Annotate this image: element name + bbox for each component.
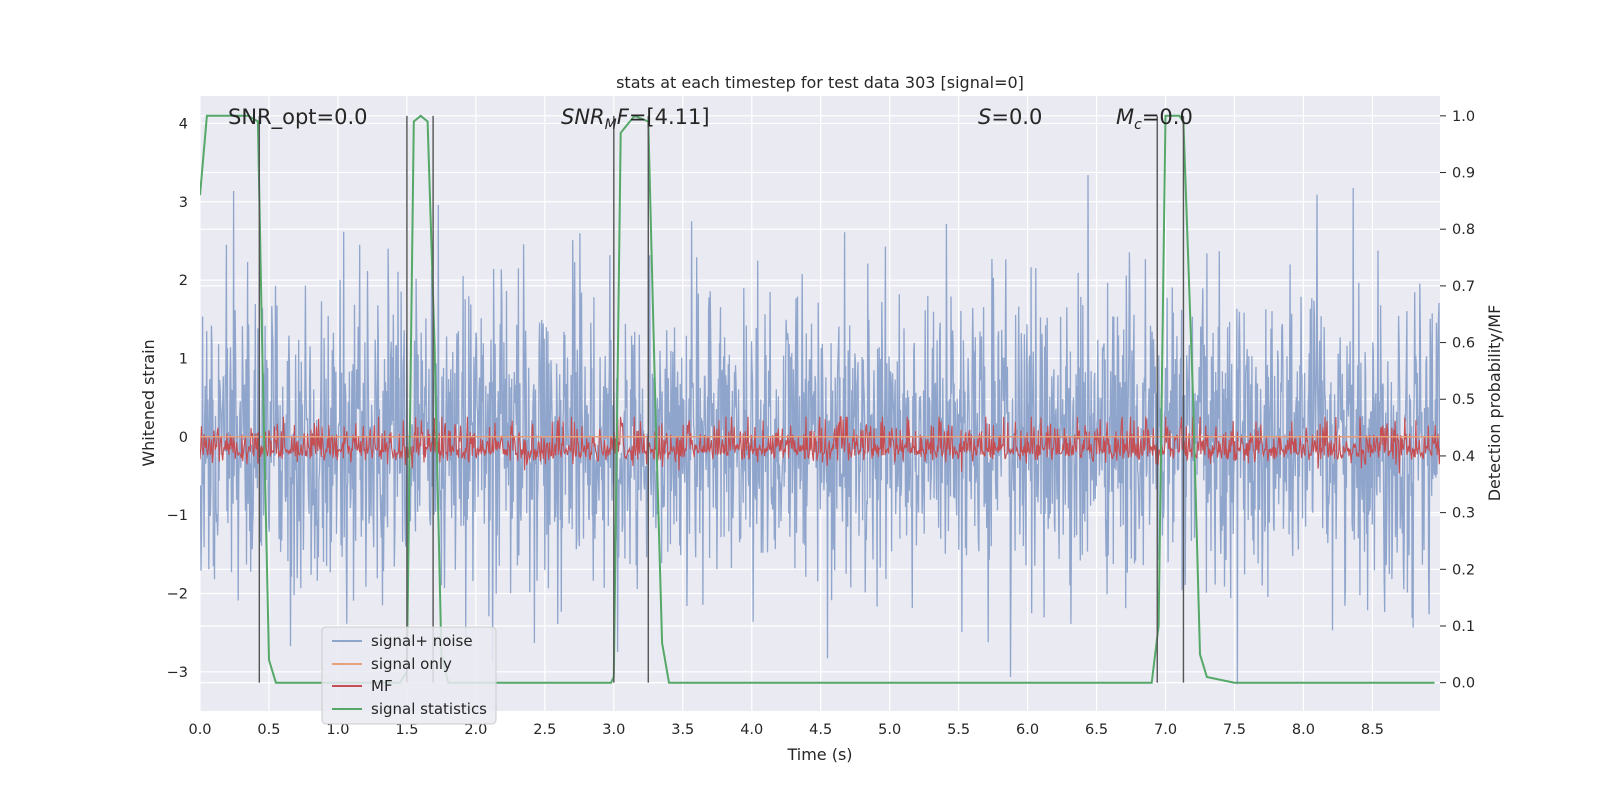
x-tick-label: 7.5: [1223, 722, 1246, 738]
x-tick-label: 0.5: [257, 722, 280, 738]
x-tick-label: 3.5: [671, 722, 694, 738]
left-y-tick-label: 2: [179, 273, 188, 289]
left-y-tick-label: −2: [167, 586, 188, 602]
x-tick-label: 4.5: [809, 722, 832, 738]
left-y-tick-label: 3: [179, 195, 188, 211]
x-tick-label: 1.0: [326, 722, 349, 738]
right-y-tick-label: 0.5: [1452, 392, 1475, 408]
right-y-axis-label: Detection probability/MF: [1485, 305, 1504, 502]
right-y-tick-label: 0.2: [1452, 562, 1475, 578]
right-y-tick-label: 0.8: [1452, 222, 1475, 238]
x-tick-label: 1.5: [395, 722, 418, 738]
chart-title: stats at each timestep for test data 303…: [616, 73, 1024, 92]
right-y-tick-label: 1.0: [1452, 109, 1475, 125]
legend-box: [321, 626, 497, 725]
left-y-axis-label: Whitened strain: [139, 339, 158, 466]
x-tick-label: 2.0: [464, 722, 487, 738]
x-tick-label: 2.5: [533, 722, 556, 738]
x-tick-label: 5.0: [878, 722, 901, 738]
x-tick-label: 0.0: [188, 722, 211, 738]
right-y-tick-label: 0.3: [1452, 506, 1475, 522]
x-tick-label: 4.0: [740, 722, 763, 738]
x-tick-label: 6.5: [1085, 722, 1108, 738]
left-y-tick-label: −1: [167, 508, 188, 524]
annotation-mc: Mc=0.0: [1116, 105, 1193, 133]
right-y-tick-labels: 1.0 0.9 0.8 0.7 0.6 0.5 0.4 0.3 0.2 0.1 0.0: [1440, 109, 1475, 692]
legend-label-signal-only: signal only: [371, 655, 452, 673]
left-y-tick-label: −3: [167, 665, 188, 681]
left-y-tick-label: 0: [179, 430, 188, 446]
left-y-tick-label: 1: [179, 351, 188, 367]
right-y-tick-label: 0.9: [1452, 166, 1475, 182]
legend-label-signal-plus-noise: signal+ noise: [371, 632, 473, 650]
x-tick-label: 3.0: [602, 722, 625, 738]
annotation-snr-mf: SNRMF=[4.11]: [561, 105, 710, 133]
x-tick-label: 5.5: [947, 722, 970, 738]
right-y-tick-label: 0.6: [1452, 336, 1475, 352]
right-y-tick-label: 0.1: [1452, 619, 1475, 635]
x-axis-label: Time (s): [786, 745, 852, 764]
annotation-s: S=0.0: [978, 105, 1042, 129]
x-tick-label: 6.0: [1016, 722, 1039, 738]
left-y-tick-label: 4: [179, 116, 188, 132]
legend: signal+ noise signal only MF signal stat…: [321, 626, 497, 725]
x-tick-labels: 0.0 0.5 1.0 1.5 2.0 2.5 3.0 3.5 4.0 4.5 5.0 5.5 6.0 6…: [188, 722, 1383, 738]
right-y-tick-label: 0.7: [1452, 279, 1475, 295]
left-y-tick-labels: 4 3 2 1 0 −1 −2 −3: [167, 116, 188, 680]
right-y-tick-label: 0.0: [1452, 676, 1475, 692]
event-vertical-lines: [258, 115, 1185, 683]
annotation-snr-opt: SNR_opt=0.0: [228, 105, 368, 130]
x-tick-label: 7.0: [1154, 722, 1177, 738]
legend-label-mf: MF: [371, 677, 393, 695]
x-tick-label: 8.5: [1361, 722, 1384, 738]
legend-label-signal-statistics: signal statistics: [371, 700, 487, 718]
right-y-tick-label: 0.4: [1452, 449, 1475, 465]
x-tick-label: 8.0: [1292, 722, 1315, 738]
